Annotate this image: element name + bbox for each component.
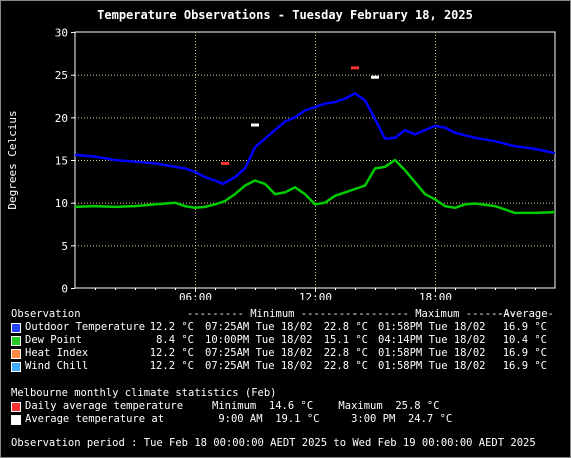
- stats-row-average: 16.9 °C: [502, 360, 547, 372]
- stats-row-max-value: 15.1 °C: [323, 334, 368, 346]
- y-tick-label: 25: [55, 69, 68, 82]
- stats-row-average: 10.4 °C: [502, 334, 547, 346]
- y-axis-label: Degrees Celcius: [6, 110, 19, 209]
- x-tick-label: 18:00: [419, 291, 452, 300]
- stats-row-min-time: 07:25AM Tue 18/02: [205, 360, 313, 372]
- stats-header-maximum: --------- Maximum ---------: [352, 308, 523, 320]
- stats-row-average: 16.9 °C: [502, 347, 547, 359]
- stats-row-min-value: 12.2 °C: [149, 321, 194, 333]
- stats-header-average: -Average-: [497, 308, 554, 320]
- marker-daily-average-temperature: [351, 66, 359, 70]
- stats-row-name: Wind Chill: [25, 360, 89, 372]
- stats-row-max-value: 22.8 °C: [323, 360, 368, 372]
- climate-row-values: Minimum 14.6 °C Maximum 25.8 °C: [212, 400, 440, 412]
- marker-average-temperature-at: [251, 123, 259, 127]
- y-tick-label: 5: [61, 240, 68, 253]
- stats-row-min-time: 10:00PM Tue 18/02: [205, 334, 313, 346]
- x-tick-label: 12:00: [299, 291, 332, 300]
- stats-header-observation: Observation: [11, 308, 81, 320]
- y-tick-label: 0: [61, 283, 68, 296]
- stats-row-max-value: 22.8 °C: [323, 321, 368, 333]
- stats-row-max-time: 01:58PM Tue 18/02: [378, 321, 486, 333]
- observation-period: Observation period : Tue Feb 18 00:00:00…: [11, 437, 536, 449]
- stats-row-min-time: 07:25AM Tue 18/02: [205, 347, 313, 359]
- stats-row-min-time: 07:25AM Tue 18/02: [205, 321, 313, 333]
- legend-swatch: [11, 362, 21, 372]
- y-tick-label: 30: [55, 27, 68, 40]
- climate-swatch: [11, 402, 21, 412]
- legend-swatch: [11, 349, 21, 359]
- stats-row-min-value: 8.4 °C: [156, 334, 194, 346]
- chart-title: Temperature Observations - Tuesday Febru…: [97, 8, 473, 22]
- climate-row-values: 9:00 AM 19.1 °C 3:00 PM 24.7 °C: [212, 413, 453, 425]
- x-tick-label: 06:00: [179, 291, 212, 300]
- climate-swatch: [11, 415, 21, 425]
- stats-row-max-time: 01:58PM Tue 18/02: [378, 347, 486, 359]
- series-line-dew-point: [74, 158, 556, 215]
- legend-swatch: [11, 323, 21, 333]
- y-tick-label: 10: [55, 197, 68, 210]
- temperature-chart: Temperature Observations - Tuesday Febru…: [6, 8, 556, 300]
- stats-row-name: Dew Point: [25, 334, 82, 346]
- y-tick-label: 20: [55, 112, 68, 125]
- marker-average-temperature-at: [371, 75, 379, 79]
- climate-title: Melbourne monthly climate statistics (Fe…: [11, 387, 277, 399]
- stats-row-max-time: 01:58PM Tue 18/02: [378, 360, 486, 372]
- stats-row-name: Outdoor Temperature: [25, 321, 146, 333]
- stats-row-min-value: 12.2 °C: [149, 360, 194, 372]
- climate-row-name: Average temperature at: [25, 413, 165, 425]
- y-tick-label: 15: [55, 155, 68, 168]
- stats-header-minimum: --------- Minimum ---------: [187, 308, 358, 320]
- stats-row-min-value: 12.2 °C: [149, 347, 194, 359]
- marker-daily-average-temperature: [221, 161, 229, 165]
- stats-row-max-time: 04:14PM Tue 18/02: [378, 334, 486, 346]
- stats-row-max-value: 22.8 °C: [323, 347, 368, 359]
- legend-swatch: [11, 336, 21, 346]
- climate-row-name: Daily average temperature: [25, 400, 184, 412]
- stats-row-average: 16.9 °C: [502, 321, 547, 333]
- series-line-outdoor-temperature: [74, 92, 556, 186]
- stats-row-name: Heat Index: [25, 347, 89, 359]
